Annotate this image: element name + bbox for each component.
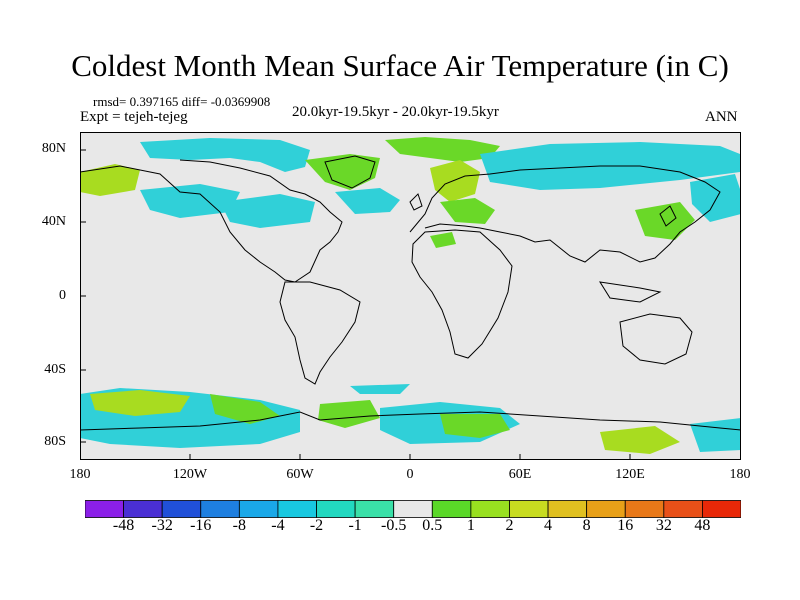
colorbar-label: -32 — [151, 517, 173, 534]
colorbar-box — [354, 500, 395, 518]
colorbar-box — [393, 500, 433, 518]
lon-label: 120E — [615, 467, 645, 482]
colorbar-label: -16 — [190, 517, 212, 534]
lat-label: 80S — [44, 434, 66, 449]
chart-title: Coldest Month Mean Surface Air Temperatu… — [71, 48, 729, 83]
colorbar-label: 0.5 — [422, 517, 443, 534]
patch-alaska — [80, 164, 140, 196]
antarctica-coast — [80, 411, 741, 431]
colorbar-box — [624, 500, 665, 518]
south-america-coast — [279, 281, 361, 385]
patch-south-atlantic — [350, 384, 410, 394]
patch-pacific — [690, 174, 741, 222]
colorbar-box — [470, 500, 510, 518]
uk-coast — [409, 193, 423, 211]
colorbar — [85, 500, 741, 518]
colorbar-label: 32 — [655, 517, 672, 534]
lon-label: 120W — [172, 467, 208, 482]
lat-label: 40N — [41, 214, 66, 229]
patch-arctic-band — [140, 138, 310, 172]
lon-label: 60W — [286, 467, 314, 482]
colorbar-box — [123, 500, 163, 518]
colorbar-label: -4 — [271, 517, 285, 534]
colorbar-label: 16 — [617, 517, 634, 534]
lon-label: 180 — [729, 467, 751, 482]
north-america-coast — [80, 159, 343, 283]
season-label: ANN — [705, 109, 738, 125]
tick-marks — [80, 149, 631, 460]
patch-antarctic-green-2 — [440, 414, 510, 438]
patch-south-green-2 — [210, 394, 280, 424]
colorbar-box — [586, 500, 626, 518]
colorbar-label: 48 — [694, 517, 711, 534]
africa-coast — [411, 229, 513, 359]
patch-atlantic — [335, 188, 400, 214]
colorbar-label: -48 — [112, 517, 135, 534]
japan-coast — [659, 205, 677, 227]
colorbar-label: -0.5 — [381, 517, 407, 534]
coastlines — [80, 155, 741, 431]
colorbar-box — [316, 500, 356, 518]
colorbar-label: 1 — [466, 517, 475, 534]
patch-mideast — [430, 232, 456, 248]
australia-coast — [619, 313, 693, 365]
colorbar-label: 8 — [582, 517, 591, 534]
lon-label: 0 — [406, 467, 414, 482]
patch-japan — [635, 202, 695, 240]
period-label: 20.0kyr-19.5kyr - 20.0kyr-19.5kyr — [292, 104, 499, 120]
patch-south-green — [90, 390, 190, 416]
indonesia-coast — [599, 281, 662, 303]
patch-europe-2 — [440, 198, 495, 224]
world-map — [80, 132, 741, 460]
stats-text: rmsd= 0.397165 diff= -0.0369908 — [93, 94, 271, 109]
lat-label: 80N — [41, 141, 66, 156]
colorbar-box — [509, 500, 549, 518]
greenland-coast — [324, 155, 376, 189]
lat-label: 40S — [44, 362, 66, 377]
colorbar-label: 2 — [505, 517, 514, 534]
colorbar-label: -2 — [309, 517, 324, 534]
colorbar-label: -1 — [348, 517, 362, 534]
colorbar-box — [200, 500, 240, 518]
patch-antarctic-green — [318, 400, 380, 428]
patch-canada — [220, 194, 315, 228]
colorbar-box — [85, 500, 124, 518]
lon-label: 180 — [69, 467, 91, 482]
lon-label: 60E — [508, 467, 532, 482]
eurasia-coast — [409, 165, 721, 263]
colorbar-box — [663, 500, 703, 518]
patch-alaska-cyan — [140, 184, 240, 218]
colorbar-box — [431, 500, 472, 518]
colorbar-label: -8 — [232, 517, 247, 534]
lat-label: 0 — [59, 288, 66, 303]
colorbar-label: 4 — [544, 517, 553, 534]
experiment-label: Expt = tejeh-tejeg — [80, 109, 188, 125]
anomaly-patches — [80, 137, 741, 454]
patch-arctic-band — [385, 137, 500, 162]
colorbar-box — [161, 500, 202, 518]
colorbar-box — [238, 500, 279, 518]
colorbar-box — [277, 500, 317, 518]
patch-greenland — [305, 154, 380, 190]
colorbar-box — [702, 500, 741, 518]
colorbar-box — [547, 500, 588, 518]
patch-europe — [430, 160, 480, 202]
patch-antarctic-green-3 — [600, 426, 680, 454]
